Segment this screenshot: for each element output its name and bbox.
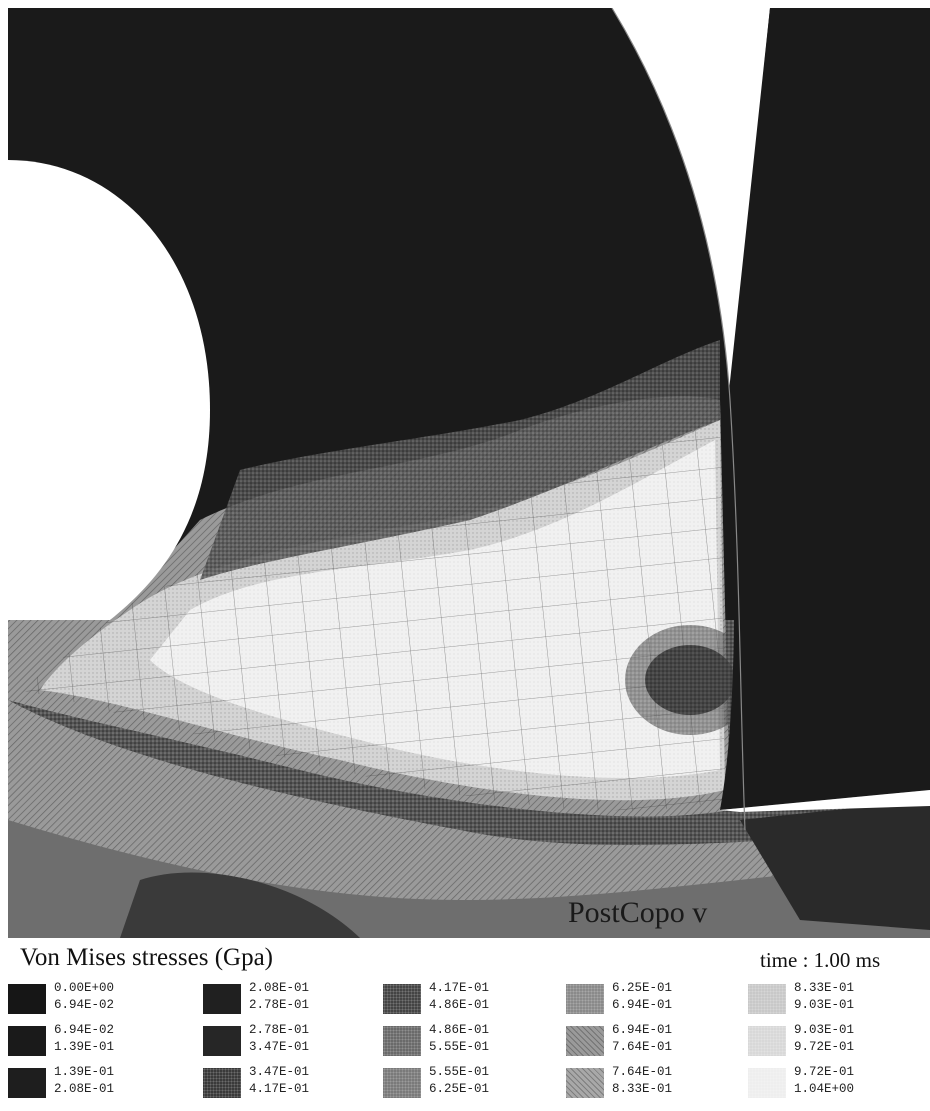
legend-high: 5.55E-01: [429, 1040, 490, 1054]
color-legend: 0.00E+00 6.94E-02 6.94E-02 1.39E-01 1.39E-01…: [8, 980, 928, 1108]
legend-high: 6.25E-01: [429, 1082, 490, 1096]
legend-high: 1.39E-01: [54, 1040, 115, 1054]
legend-item: 6.94E-02 1.39E-01: [8, 1022, 178, 1062]
arc-edge-line: [611, 7, 746, 831]
legend-range: 1.39E-01 2.08E-01: [54, 1064, 114, 1098]
legend-high: 4.86E-01: [429, 998, 490, 1012]
legend-low: 9.03E-01: [794, 1023, 855, 1037]
transition-band: [200, 340, 720, 580]
legend-low: 0.00E+00: [54, 981, 115, 995]
legend-range: 2.78E-01 3.47E-01: [249, 1022, 309, 1056]
legend-swatch: [8, 984, 46, 1014]
legend-range: 8.33E-01 9.03E-01: [794, 980, 854, 1014]
legend-range: 6.94E-01 7.64E-01: [612, 1022, 672, 1056]
legend-swatch: [203, 984, 241, 1014]
legend-low: 2.78E-01: [249, 1023, 310, 1037]
legend-item: 6.94E-01 7.64E-01: [566, 1022, 736, 1062]
legend-high: 4.17E-01: [249, 1082, 310, 1096]
legend-swatch: [748, 984, 786, 1014]
legend-swatch: [383, 1068, 421, 1098]
legend-swatch: [8, 1026, 46, 1056]
legend-item: 8.33E-01 9.03E-01: [748, 980, 918, 1020]
legend-range: 5.55E-01 6.25E-01: [429, 1064, 489, 1098]
tool-body: [720, 8, 930, 810]
legend-swatch: [566, 984, 604, 1014]
legend-item: 3.47E-01 4.17E-01: [203, 1064, 373, 1104]
legend-item: 0.00E+00 6.94E-02: [8, 980, 178, 1020]
legend-low: 6.94E-02: [54, 1023, 115, 1037]
pocket-halo: [625, 625, 755, 735]
legend-item: 7.64E-01 8.33E-01: [566, 1064, 736, 1104]
legend-item: 4.17E-01 4.86E-01: [383, 980, 553, 1020]
legend-range: 4.86E-01 5.55E-01: [429, 1022, 489, 1056]
legend-low: 1.39E-01: [54, 1065, 115, 1079]
legend-low: 3.47E-01: [249, 1065, 310, 1079]
legend-low: 4.86E-01: [429, 1023, 490, 1037]
legend-item: 2.78E-01 3.47E-01: [203, 1022, 373, 1062]
legend-range: 0.00E+00 6.94E-02: [54, 980, 114, 1014]
legend-swatch: [203, 1026, 241, 1056]
legend-item: 1.39E-01 2.08E-01: [8, 1064, 178, 1104]
bottom-dark-region: [120, 872, 360, 938]
legend-low: 6.25E-01: [612, 981, 673, 995]
software-watermark: PostCopo v: [568, 896, 707, 929]
legend-high: 6.94E-02: [54, 998, 115, 1012]
legend-low: 8.33E-01: [794, 981, 855, 995]
legend-item: 6.25E-01 6.94E-01: [566, 980, 736, 1020]
legend-swatch: [8, 1068, 46, 1098]
legend-swatch: [748, 1068, 786, 1098]
legend-item: 4.86E-01 5.55E-01: [383, 1022, 553, 1062]
legend-range: 9.03E-01 9.72E-01: [794, 1022, 854, 1056]
legend-high: 3.47E-01: [249, 1040, 310, 1054]
legend-item: 9.03E-01 9.72E-01: [748, 1022, 918, 1062]
legend-range: 7.64E-01 8.33E-01: [612, 1064, 672, 1098]
legend-high: 2.08E-01: [54, 1082, 115, 1096]
left-hole-cutout: [8, 160, 210, 620]
legend-high: 2.78E-01: [249, 998, 310, 1012]
legend-low: 4.17E-01: [429, 981, 490, 995]
legend-swatch: [566, 1026, 604, 1056]
legend-low: 9.72E-01: [794, 1065, 855, 1079]
mesh-overlay: [20, 420, 725, 811]
tool-gap-cutout: [720, 790, 930, 812]
legend-range: 6.25E-01 6.94E-01: [612, 980, 672, 1014]
legend-high: 1.04E+00: [794, 1082, 855, 1096]
legend-low: 7.64E-01: [612, 1065, 673, 1079]
legend-low: 5.55E-01: [429, 1065, 490, 1079]
legend-range: 6.94E-02 1.39E-01: [54, 1022, 114, 1056]
legend-swatch: [203, 1068, 241, 1098]
legend-high: 8.33E-01: [612, 1082, 673, 1096]
legend-high: 9.03E-01: [794, 998, 855, 1012]
legend-item: 2.08E-01 2.78E-01: [203, 980, 373, 1020]
legend-swatch: [748, 1026, 786, 1056]
bottom-right-dark-region: [740, 800, 930, 930]
time-label: time : 1.00 ms: [760, 948, 881, 972]
legend-swatch: [383, 1026, 421, 1056]
legend-range: 2.08E-01 2.78E-01: [249, 980, 309, 1014]
legend-low: 6.94E-01: [612, 1023, 673, 1037]
wedge-gap-cutout: [612, 8, 770, 400]
legend-item: 9.72E-01 1.04E+00: [748, 1064, 918, 1104]
legend-range: 9.72E-01 1.04E+00: [794, 1064, 854, 1098]
legend-high: 6.94E-01: [612, 998, 673, 1012]
legend-title: Von Mises stresses (Gpa): [20, 944, 273, 971]
legend-low: 2.08E-01: [249, 981, 310, 995]
legend-range: 3.47E-01 4.17E-01: [249, 1064, 309, 1098]
legend-swatch: [383, 984, 421, 1014]
contour-svg: PostCopo v: [8, 7, 930, 938]
legend-high: 7.64E-01: [612, 1040, 673, 1054]
legend-range: 4.17E-01 4.86E-01: [429, 980, 489, 1014]
legend-swatch: [566, 1068, 604, 1098]
stress-contour-plot: PostCopo v: [8, 7, 930, 938]
legend-high: 9.72E-01: [794, 1040, 855, 1054]
legend-item: 5.55E-01 6.25E-01: [383, 1064, 553, 1104]
